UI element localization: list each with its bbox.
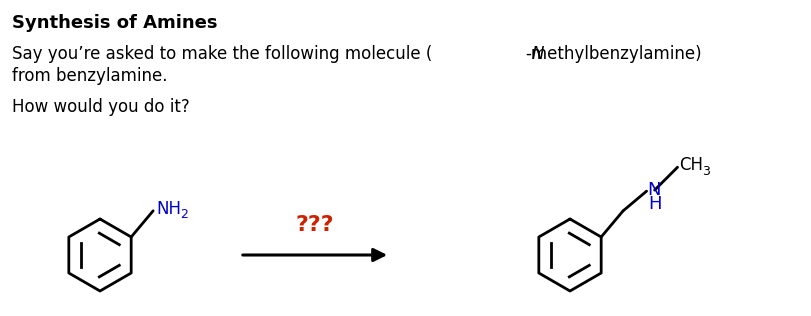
Text: 3: 3 <box>702 165 710 178</box>
Text: Say you’re asked to make the following molecule (: Say you’re asked to make the following m… <box>12 45 431 63</box>
Text: CH: CH <box>679 156 702 174</box>
Text: ???: ??? <box>295 215 334 235</box>
Text: -methylbenzylamine): -methylbenzylamine) <box>525 45 702 63</box>
Text: H: H <box>648 195 661 213</box>
Text: 2: 2 <box>180 208 188 221</box>
Text: from benzylamine.: from benzylamine. <box>12 67 167 85</box>
Text: How would you do it?: How would you do it? <box>12 98 190 116</box>
Text: N: N <box>530 45 543 63</box>
Text: NH: NH <box>156 200 181 218</box>
Text: Synthesis of Amines: Synthesis of Amines <box>12 14 217 32</box>
Text: N: N <box>647 181 660 199</box>
